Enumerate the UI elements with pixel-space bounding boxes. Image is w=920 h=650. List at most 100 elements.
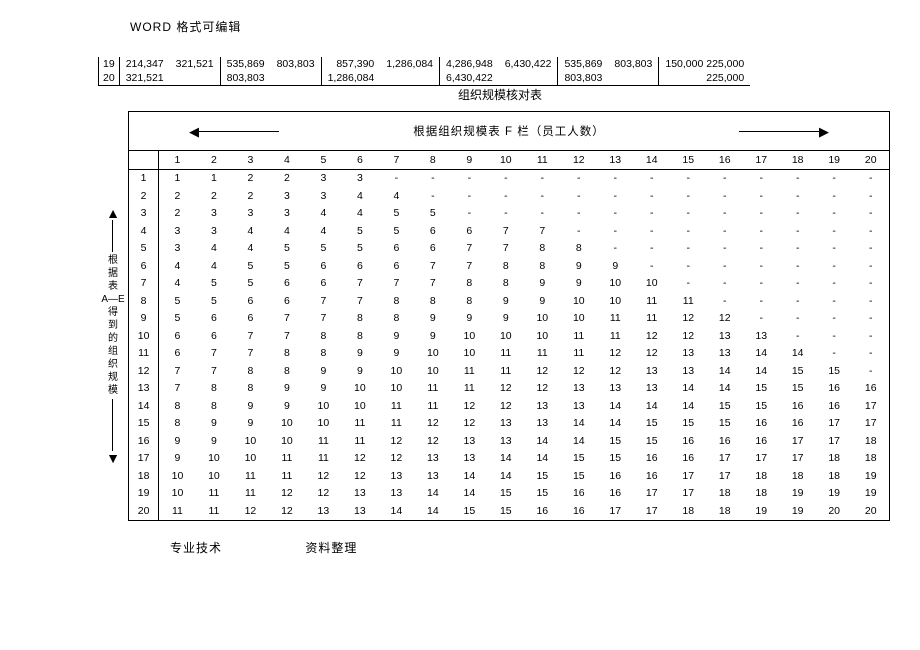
matrix-cell: - <box>597 187 633 205</box>
top-cell: 535,869 <box>220 57 270 71</box>
matrix-cell: 4 <box>196 257 232 275</box>
matrix-cell: 13 <box>488 415 524 433</box>
matrix-cell: 18 <box>852 432 889 450</box>
corner-cell <box>129 151 159 169</box>
matrix-cell: 19 <box>852 467 889 485</box>
matrix-cell: 13 <box>597 380 633 398</box>
matrix-cell: 17 <box>779 450 815 468</box>
matrix-cell: 9 <box>524 275 560 293</box>
matrix-cell: 17 <box>816 432 852 450</box>
matrix-cell: - <box>779 205 815 223</box>
top-cell: 321,521 <box>170 57 220 71</box>
matrix-cell: 11 <box>232 485 268 503</box>
row-header: 4 <box>129 222 159 240</box>
matrix-cell: 10 <box>269 432 305 450</box>
matrix-cell: - <box>706 292 742 310</box>
matrix-cell: - <box>488 169 524 187</box>
matrix-cell: 14 <box>451 485 487 503</box>
matrix-cell: 10 <box>524 327 560 345</box>
matrix-cell: 12 <box>269 502 305 520</box>
matrix-cell: 12 <box>670 310 706 328</box>
matrix-cell: 6 <box>415 240 451 258</box>
matrix-cell: 6 <box>451 222 487 240</box>
top-cell: 1,286,084 <box>321 71 380 86</box>
matrix-cell: - <box>670 222 706 240</box>
matrix-cell: 5 <box>232 257 268 275</box>
matrix-cell: - <box>488 205 524 223</box>
matrix-cell: 13 <box>706 345 742 363</box>
matrix-cell: 13 <box>561 397 597 415</box>
matrix-cell: - <box>779 187 815 205</box>
matrix-cell: 4 <box>232 222 268 240</box>
matrix-cell: 13 <box>524 397 560 415</box>
matrix-cell: 13 <box>706 327 742 345</box>
top-row-index: 20 <box>99 71 120 86</box>
row-header: 3 <box>129 205 159 223</box>
matrix-cell: - <box>634 205 670 223</box>
matrix-cell: 5 <box>196 292 232 310</box>
matrix-cell: 11 <box>634 310 670 328</box>
matrix-cell: 11 <box>305 450 341 468</box>
matrix-cell: - <box>779 327 815 345</box>
matrix-cell: 9 <box>196 415 232 433</box>
matrix-cell: 10 <box>597 292 633 310</box>
matrix-cell: 18 <box>816 467 852 485</box>
col-header: 7 <box>378 151 414 169</box>
matrix-cell: 11 <box>597 310 633 328</box>
footer-right: 资料整理 <box>305 541 357 555</box>
matrix-cell: 15 <box>597 450 633 468</box>
matrix-cell: - <box>415 169 451 187</box>
matrix-cell: - <box>524 187 560 205</box>
row-header: 1 <box>129 169 159 187</box>
col-header: 1 <box>159 151 196 169</box>
matrix-cell: 18 <box>706 485 742 503</box>
matrix-cell: 9 <box>342 345 378 363</box>
row-header: 12 <box>129 362 159 380</box>
matrix-cell: 14 <box>524 450 560 468</box>
matrix-cell: - <box>597 205 633 223</box>
matrix-cell: - <box>670 275 706 293</box>
matrix-cell: 7 <box>159 380 196 398</box>
matrix-cell: 13 <box>670 345 706 363</box>
matrix-cell: - <box>561 169 597 187</box>
matrix-cell: 7 <box>451 257 487 275</box>
matrix-cell: 6 <box>378 257 414 275</box>
matrix-cell: - <box>634 187 670 205</box>
matrix-cell: 13 <box>634 362 670 380</box>
top-cell: 803,803 <box>220 71 270 86</box>
matrix-cell: - <box>816 187 852 205</box>
col-header: 2 <box>196 151 232 169</box>
col-header: 13 <box>597 151 633 169</box>
row-header: 18 <box>129 467 159 485</box>
matrix-cell: 15 <box>524 485 560 503</box>
top-data-table: 19214,347321,521535,869803,803857,3901,2… <box>98 57 750 86</box>
matrix-cell: - <box>561 222 597 240</box>
matrix-cell: 6 <box>269 292 305 310</box>
top-cell: 321,521 <box>119 71 169 86</box>
row-header: 14 <box>129 397 159 415</box>
matrix-cell: 12 <box>232 502 268 520</box>
matrix-cell: 6 <box>305 257 341 275</box>
matrix-cell: 10 <box>415 345 451 363</box>
matrix-cell: - <box>779 257 815 275</box>
matrix-cell: 13 <box>451 450 487 468</box>
matrix-cell: 15 <box>743 397 779 415</box>
row-header: 19 <box>129 485 159 503</box>
matrix-cell: 13 <box>634 380 670 398</box>
matrix-cell: 9 <box>378 345 414 363</box>
matrix-cell: 11 <box>451 362 487 380</box>
row-header: 11 <box>129 345 159 363</box>
matrix-cell: - <box>706 205 742 223</box>
matrix-cell: - <box>706 222 742 240</box>
row-header: 20 <box>129 502 159 520</box>
top-row-index: 19 <box>99 57 120 71</box>
matrix-cell: - <box>852 275 889 293</box>
matrix-cell: 18 <box>743 467 779 485</box>
matrix-cell: 5 <box>196 275 232 293</box>
matrix-cell: 17 <box>779 432 815 450</box>
matrix-cell: 4 <box>378 187 414 205</box>
matrix-cell: 1 <box>196 169 232 187</box>
matrix-cell: - <box>852 257 889 275</box>
matrix-cell: 13 <box>342 502 378 520</box>
matrix-cell: - <box>816 169 852 187</box>
